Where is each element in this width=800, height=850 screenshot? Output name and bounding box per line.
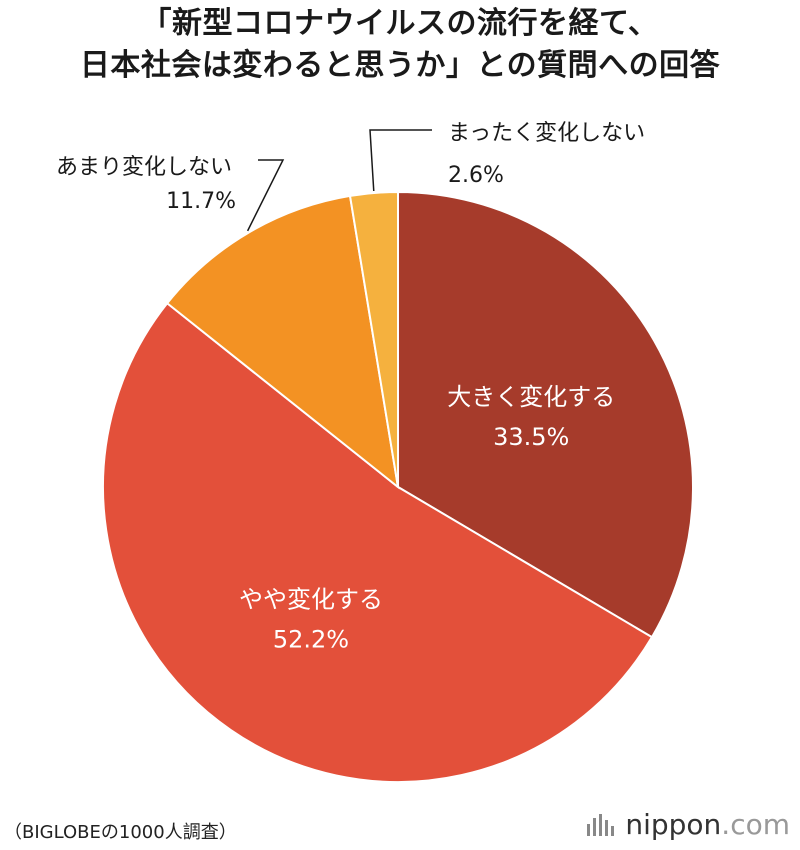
brand-name: nippon — [625, 808, 722, 841]
slice-value-4: 2.6% — [448, 163, 504, 188]
brand-bars-icon — [587, 813, 617, 836]
slice-value-1: 33.5% — [493, 423, 569, 451]
pie-slice-1 — [397, 190, 694, 639]
slice-labels: 大きく変化する 33.5% やや変化する 52.2% あまり変化しない 11.7% まったく… — [56, 121, 645, 653]
pie-slice-3 — [165, 194, 400, 490]
leader-line-4 — [369, 129, 432, 192]
slice-label-4: まったく変化しない — [448, 121, 645, 146]
pie-slice-4 — [348, 190, 399, 488]
slice-value-2: 52.2% — [273, 625, 349, 653]
slice-label-3: あまり変化しない — [56, 155, 232, 180]
slice-value-3: 11.7% — [166, 189, 236, 214]
leader-line-3 — [246, 159, 285, 232]
source-note: （BIGLOBEの1000人調査） — [4, 822, 237, 843]
slice-label-1: 大きく変化する — [447, 383, 615, 411]
brand-suffix: .com — [721, 808, 790, 841]
chart-title-line-1: 「新型コロナウイルスの流行を経て、 — [141, 6, 659, 41]
pie-slices — [101, 190, 694, 783]
slice-label-2: やや変化する — [239, 585, 383, 613]
brand-logo: nippon .com — [587, 808, 790, 841]
pie-slice-2 — [101, 301, 654, 783]
leader-lines — [246, 129, 432, 232]
chart-title-line-2: 日本社会は変わると思うか」との質問への回答 — [79, 48, 721, 83]
